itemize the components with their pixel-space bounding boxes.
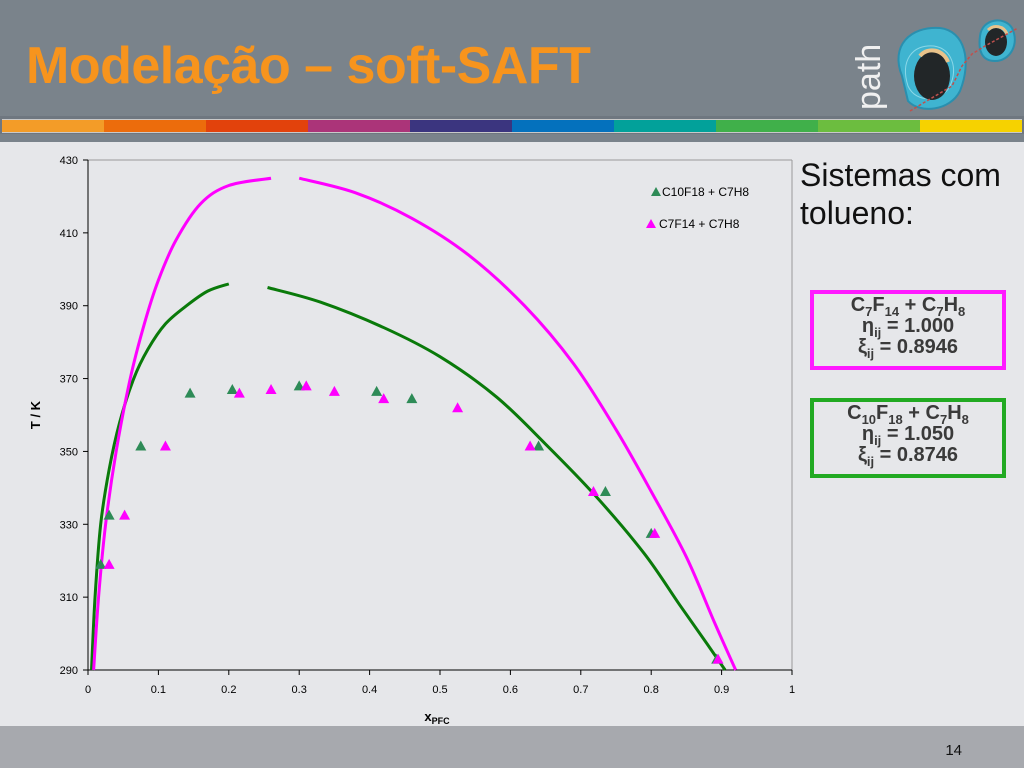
xi-parameter: ξij = 0.8946 xyxy=(857,336,959,361)
data-point-triangle xyxy=(599,486,611,496)
y-tick-label: 370 xyxy=(60,374,78,386)
stripe-segment xyxy=(308,120,410,132)
heading-line-1: Sistemas com xyxy=(800,157,1001,193)
data-point-triangle xyxy=(533,440,545,451)
data-point-triangle xyxy=(95,558,107,569)
chart-legend: C10F18 + C7H8 C7F14 + C7H8 xyxy=(646,185,749,231)
data-point-triangle xyxy=(328,385,340,396)
stripe-segment xyxy=(410,120,512,132)
data-point-triangle xyxy=(159,440,171,451)
x-tick-label: 0.4 xyxy=(362,684,377,696)
data-point-triangle xyxy=(649,527,661,538)
y-tick-label: 390 xyxy=(60,301,78,313)
y-tick-label: 330 xyxy=(60,519,78,531)
data-point-triangle xyxy=(103,509,115,520)
data-point-triangle xyxy=(587,486,599,496)
x-axis-ticks: 0 0.1 0.2 0.3 0.4 0.5 0.6 0.7 0.8 0.9 1 xyxy=(85,670,795,696)
x-tick-label: 0.3 xyxy=(292,684,307,696)
side-panel-heading: Sistemas com tolueno: xyxy=(800,156,1001,232)
data-point-triangle xyxy=(226,384,238,394)
data-point-triangle xyxy=(406,393,418,404)
stripe-segment xyxy=(920,120,1022,132)
y-axis-ticks: 290 310 330 350 370 390 410 430 xyxy=(60,155,88,677)
model-curve-1-left-branch xyxy=(92,176,272,671)
system-formula: C10F18 + C7H8 xyxy=(847,402,969,427)
slide-header: Modelação – soft-SAFT path xyxy=(0,0,1024,142)
x-tick-label: 0 xyxy=(85,684,91,696)
stripe-segment xyxy=(2,120,104,132)
y-axis-label: T / K xyxy=(28,400,43,429)
data-points xyxy=(95,380,724,664)
eta-parameter: ηij = 1.050 xyxy=(861,423,955,448)
stripe-segment xyxy=(104,120,206,132)
x-tick-label: 0.8 xyxy=(644,684,659,696)
slide-content xyxy=(0,142,1024,726)
legend-label-c7f14: C7F14 + C7H8 xyxy=(659,217,740,231)
y-tick-label: 350 xyxy=(60,446,78,458)
x-tick-label: 0.6 xyxy=(503,684,518,696)
model-curve-0-right-branch xyxy=(267,286,727,671)
model-curves xyxy=(90,176,738,671)
x-tick-label: 0.9 xyxy=(714,684,729,696)
system-formula: C7F14 + C7H8 xyxy=(850,294,966,319)
path-logo-icon: path xyxy=(850,19,1019,112)
xi-parameter: ξij = 0.8746 xyxy=(857,444,959,469)
y-tick-label: 430 xyxy=(60,155,78,167)
page-number: 14 xyxy=(945,742,962,759)
logo-text: path xyxy=(850,44,888,110)
data-point-triangle xyxy=(452,402,464,413)
data-point-triangle xyxy=(103,558,115,569)
data-point-triangle xyxy=(293,380,305,391)
data-point-triangle xyxy=(300,380,312,391)
data-point-triangle xyxy=(378,393,390,404)
y-tick-label: 310 xyxy=(60,592,78,604)
data-point-triangle xyxy=(371,385,383,396)
stripe-segment xyxy=(818,120,920,132)
data-point-triangle xyxy=(135,440,147,451)
x-tick-label: 1 xyxy=(789,684,795,696)
data-point-triangle xyxy=(265,384,277,394)
stripe-segment xyxy=(206,120,308,132)
model-curve-1-right-branch xyxy=(298,176,738,671)
x-axis-label: xPFC xyxy=(424,709,450,726)
x-tick-label: 0.2 xyxy=(221,684,236,696)
slide-title: Modelação – soft-SAFT xyxy=(26,37,591,95)
data-point-triangle xyxy=(524,440,536,451)
x-tick-label: 0.7 xyxy=(573,684,588,696)
phase-diagram-chart: 290 310 330 350 370 390 410 430 0 0.1 0.2 0.3 0.4 0.… xyxy=(28,155,795,726)
param-box-c7f14: C7F14 + C7H8 ηij = 1.000 ξij = 0.8946 xyxy=(810,290,1006,370)
legend-marker-c7f14 xyxy=(646,219,656,228)
data-point-triangle xyxy=(712,653,724,664)
data-point-triangle xyxy=(184,387,196,398)
heading-line-2: tolueno: xyxy=(800,195,914,231)
param-box-c10f18: C10F18 + C7H8 ηij = 1.050 ξij = 0.8746 xyxy=(810,398,1006,478)
y-tick-label: 410 xyxy=(60,228,78,240)
stripe-segment xyxy=(614,120,716,132)
legend-marker-c10f18 xyxy=(651,187,661,196)
color-stripe xyxy=(2,119,1022,133)
x-tick-label: 0.1 xyxy=(151,684,166,696)
legend-label-c10f18: C10F18 + C7H8 xyxy=(662,185,749,199)
model-curve-0-left-branch xyxy=(90,282,230,671)
y-tick-label: 290 xyxy=(60,665,78,677)
stripe-segment xyxy=(716,120,818,132)
slide-footer: 14 xyxy=(0,726,1024,768)
stripe-segment xyxy=(512,120,614,132)
data-point-triangle xyxy=(233,387,245,398)
data-point-triangle xyxy=(119,509,131,520)
x-tick-label: 0.5 xyxy=(432,684,447,696)
eta-parameter: ηij = 1.000 xyxy=(861,315,955,340)
